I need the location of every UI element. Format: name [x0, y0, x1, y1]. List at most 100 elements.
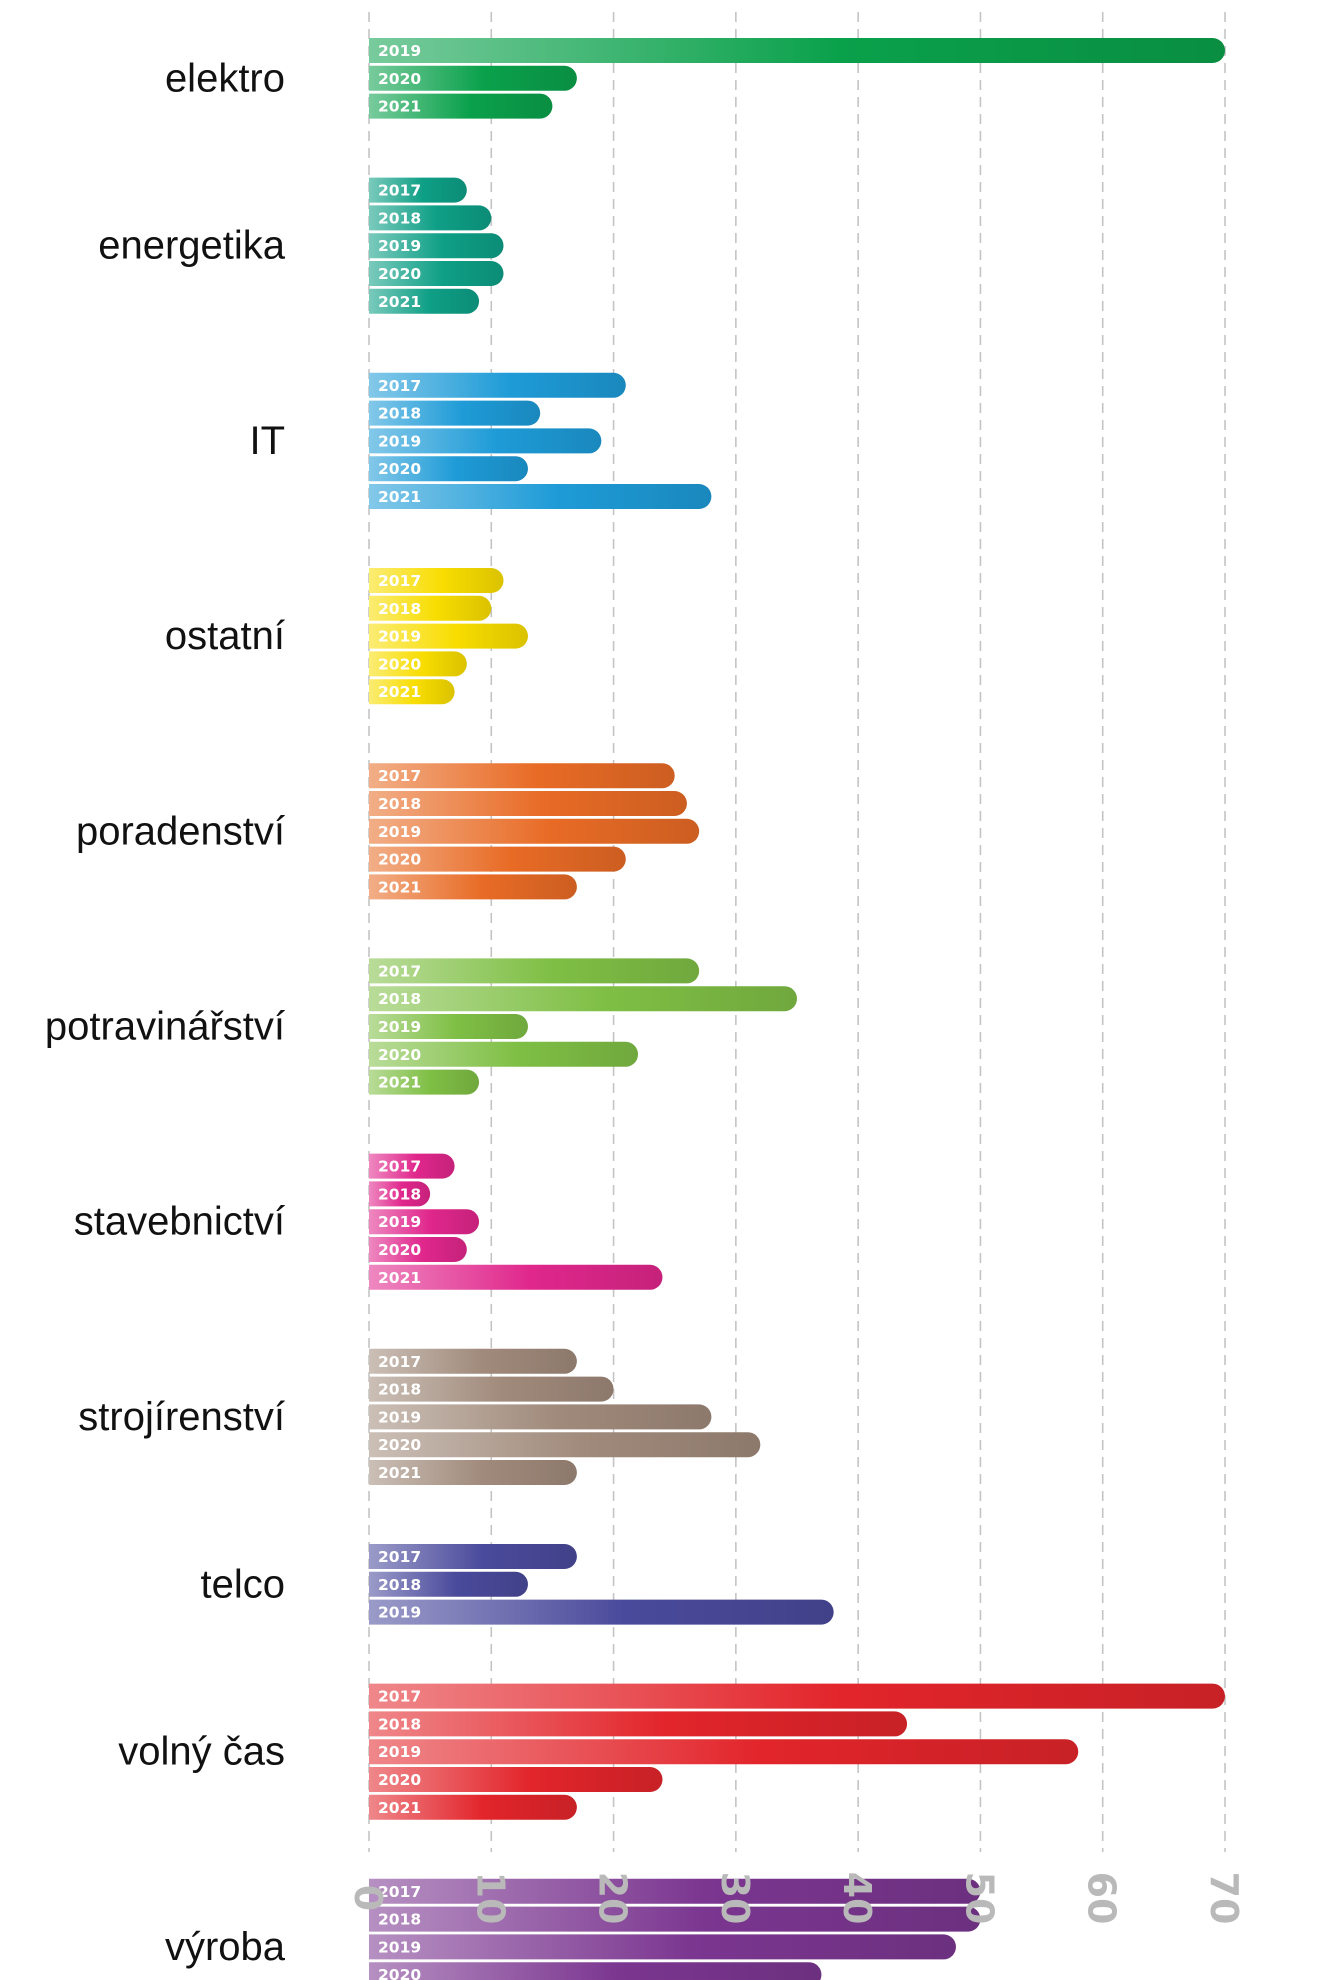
bar — [369, 1460, 577, 1485]
year-label: 2021 — [378, 293, 421, 311]
year-label: 2019 — [378, 1938, 421, 1956]
bar — [369, 763, 675, 789]
bar — [369, 177, 467, 203]
year-label: 2017 — [378, 572, 421, 590]
category-label: poradenství — [76, 809, 285, 853]
year-label: 2020 — [378, 1436, 421, 1454]
bar — [369, 372, 626, 398]
year-label: 2021 — [378, 1799, 421, 1817]
x-tick-label: 10 — [468, 1872, 512, 1925]
category-label: potravinářství — [45, 1005, 285, 1049]
bar — [369, 651, 467, 677]
year-label: 2019 — [378, 42, 421, 60]
x-axis-ticks: 0 10 20 30 40 50 60 70 — [346, 1872, 1246, 1925]
category-label: výroba — [165, 1925, 286, 1969]
bar — [369, 1962, 822, 1980]
category-label: telco — [201, 1562, 286, 1606]
bars: 2019 2020 2021 2017 2018 2019 2020 2021 2017 2018… — [369, 38, 1225, 1980]
year-label: 2020 — [378, 1966, 421, 1980]
bar — [369, 205, 492, 231]
year-label: 2017 — [378, 962, 421, 980]
bar — [369, 1348, 577, 1374]
year-label: 2021 — [378, 683, 421, 701]
year-label: 2018 — [378, 1715, 421, 1733]
bar — [369, 1571, 528, 1597]
bar — [369, 1878, 981, 1904]
bar-group: 2017 2018 2019 2020 2021 — [369, 1683, 1225, 1820]
bar — [369, 1264, 663, 1290]
bar — [369, 1711, 908, 1737]
year-label: 2019 — [378, 1604, 421, 1622]
bar — [369, 1237, 467, 1262]
year-label: 2020 — [378, 1046, 421, 1064]
category-label: volný čas — [118, 1730, 285, 1774]
year-label: 2019 — [378, 1018, 421, 1036]
bar — [369, 1739, 1079, 1765]
year-label: 2018 — [378, 1911, 421, 1929]
year-label: 2019 — [378, 823, 421, 841]
bar — [369, 1153, 455, 1179]
x-tick-label: 70 — [1202, 1872, 1246, 1925]
year-label: 2017 — [378, 1688, 421, 1706]
bar — [369, 65, 577, 91]
year-label: 2018 — [378, 1185, 421, 1203]
year-label: 2019 — [378, 1408, 421, 1426]
category-labels: elektro energetika IT ostatní poradenství pot… — [45, 56, 286, 1969]
category-label: IT — [249, 419, 285, 463]
x-tick-label: 0 — [346, 1885, 390, 1911]
bar — [369, 288, 480, 314]
x-tick-label: 40 — [835, 1872, 879, 1925]
category-label: stavebnictví — [74, 1200, 285, 1244]
bar — [369, 1599, 834, 1625]
year-label: 2017 — [378, 767, 421, 785]
year-label: 2020 — [378, 70, 421, 88]
year-label: 2017 — [378, 1883, 421, 1901]
year-label: 2020 — [378, 460, 421, 478]
year-label: 2021 — [378, 1269, 421, 1287]
bar — [369, 874, 577, 900]
year-label: 2020 — [378, 851, 421, 869]
year-label: 2018 — [378, 990, 421, 1008]
bar — [369, 623, 528, 649]
bar — [369, 1544, 577, 1569]
bar — [369, 595, 492, 621]
bar — [369, 428, 602, 454]
bar — [369, 484, 712, 509]
year-label: 2018 — [378, 1381, 421, 1399]
year-label: 2018 — [378, 795, 421, 813]
category-label: elektro — [165, 56, 285, 100]
bar — [369, 400, 541, 426]
bar-group: 2019 2020 2021 — [369, 38, 1225, 119]
bar — [369, 38, 1225, 63]
year-label: 2020 — [378, 655, 421, 673]
bar — [369, 818, 700, 844]
year-label: 2021 — [378, 1074, 421, 1092]
bar — [369, 568, 504, 593]
year-label: 2019 — [378, 628, 421, 646]
bar — [369, 456, 528, 482]
year-label: 2017 — [378, 1548, 421, 1566]
bar — [369, 1041, 639, 1067]
bar — [369, 791, 687, 816]
bar — [369, 93, 553, 119]
bar — [369, 958, 700, 984]
year-label: 2019 — [378, 1743, 421, 1761]
category-label: ostatní — [165, 614, 285, 658]
year-label: 2018 — [378, 1576, 421, 1594]
year-label: 2017 — [378, 182, 421, 200]
bar — [369, 679, 455, 705]
year-label: 2020 — [378, 265, 421, 283]
category-label: energetika — [98, 224, 286, 268]
category-label: strojírenství — [78, 1395, 285, 1439]
bar — [369, 1683, 1225, 1709]
bar — [369, 1767, 663, 1792]
bar — [369, 986, 797, 1012]
year-label: 2020 — [378, 1241, 421, 1259]
year-label: 2020 — [378, 1771, 421, 1789]
